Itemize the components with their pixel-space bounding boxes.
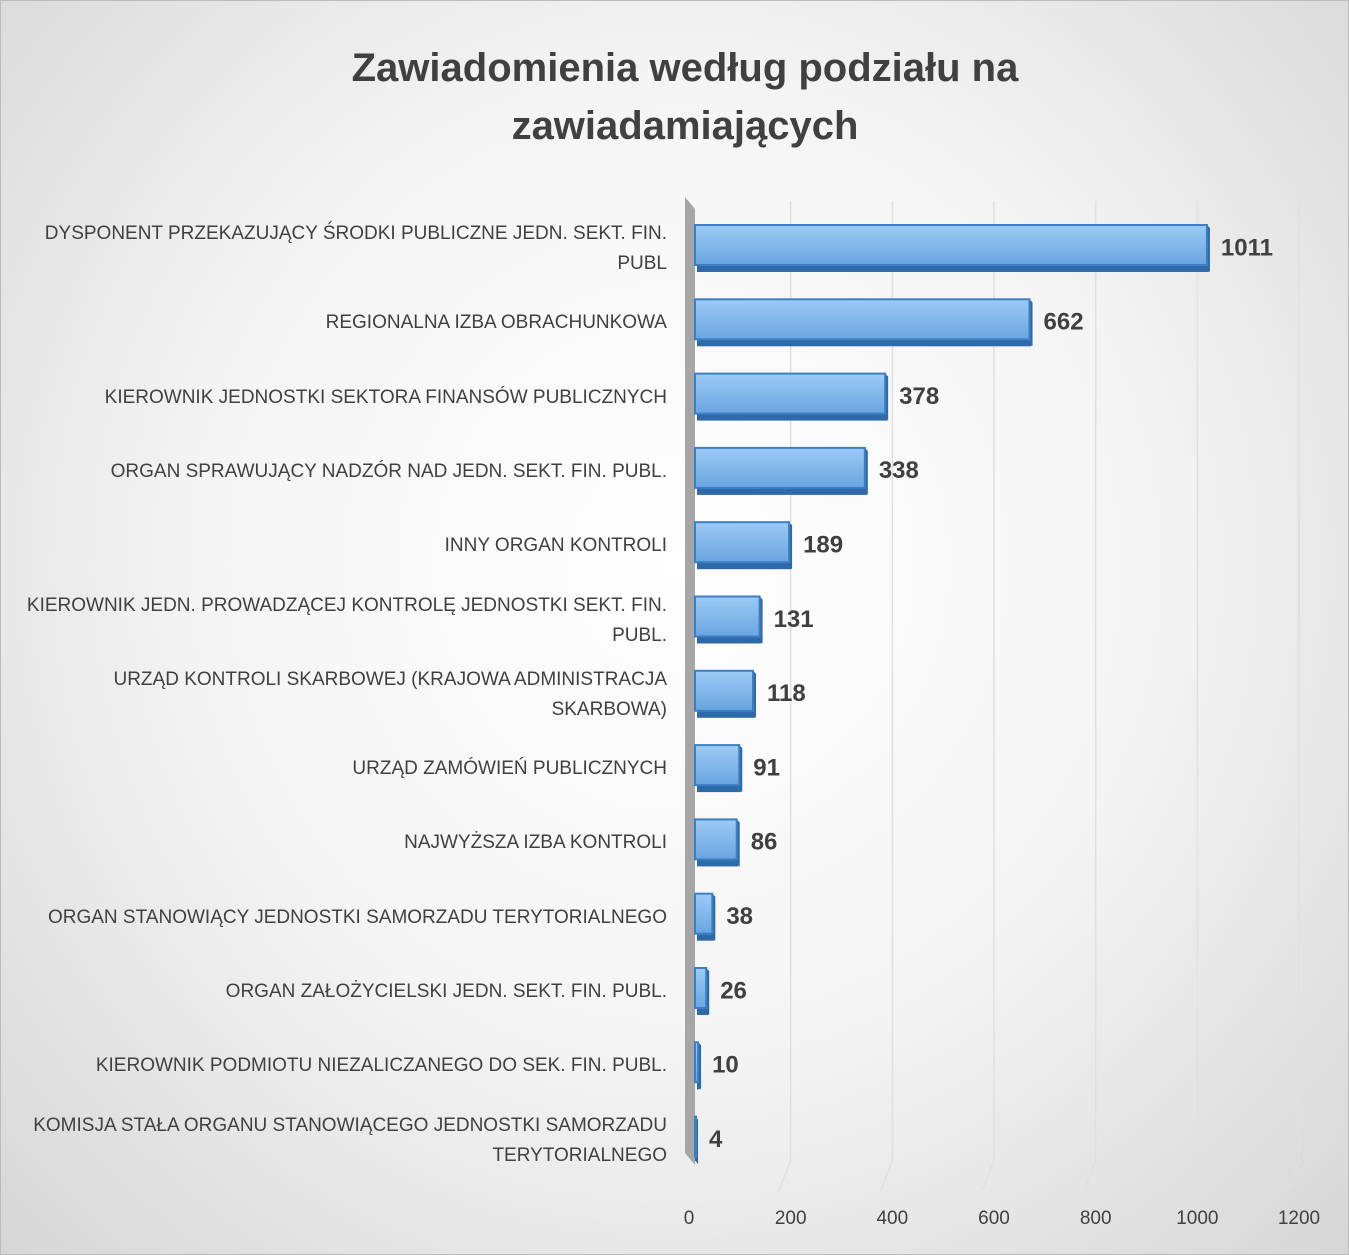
y-tick-label: KOMISJA STAŁA ORGANU STANOWIĄCEGO JEDNOS… [33, 1114, 667, 1166]
bar [694, 521, 791, 564]
x-tick-label: 1000 [1176, 1208, 1218, 1229]
bar-bottom [697, 487, 867, 495]
value-label: 189 [803, 532, 843, 559]
bar [694, 446, 866, 489]
value-label: 131 [774, 606, 814, 633]
y-tick-label: KIEROWNIK JEDNOSTKI SEKTORA FINANSÓW PUB… [104, 386, 667, 408]
bar [694, 892, 714, 935]
y-tick-label: ORGAN ZAŁOŻYCIELSKI JEDN. SEKT. FIN. PUB… [225, 981, 667, 1002]
bar [694, 1041, 700, 1084]
y-tick-label: INNY ORGAN KONTROLI [444, 535, 667, 557]
axis-wall [685, 197, 695, 1165]
bar [694, 595, 761, 638]
bar [694, 818, 738, 861]
grid-line [879, 201, 894, 1192]
bar [694, 1115, 697, 1158]
bar-bottom [697, 933, 715, 941]
grid-line [1184, 201, 1199, 1192]
y-tick-label: KIEROWNIK PODMIOTU NIEZALICZANEGO DO SEK… [95, 1055, 667, 1077]
chart-title: Zawiadomienia według podziału na zawiada… [351, 46, 1019, 148]
y-tick-label: NAJWYŻSZA IZBA KONTROLI [404, 832, 667, 854]
bar-bottom [697, 1082, 701, 1090]
bar-bottom [697, 339, 1032, 347]
bar-bottom [697, 636, 762, 644]
y-tick-label: URZĄD ZAMÓWIEŃ PUBLICZNYCH [352, 758, 667, 780]
bar [694, 669, 754, 712]
value-label: 378 [899, 383, 939, 410]
value-label: 86 [751, 829, 778, 856]
bar [694, 372, 887, 415]
bar-bottom [697, 1008, 709, 1015]
bar [694, 298, 1031, 341]
bar [694, 967, 708, 1009]
bar-bottom [697, 562, 792, 570]
x-tick-label: 800 [1080, 1208, 1112, 1229]
x-tick-label: 400 [876, 1208, 908, 1229]
value-label: 91 [753, 754, 780, 781]
value-label: 662 [1044, 309, 1084, 336]
bar-bottom [697, 1156, 698, 1164]
x-tick-label: 600 [978, 1208, 1010, 1229]
y-tick-label: DYSPONENT PRZEKAZUJĄCY ŚRODKI PUBLICZNE … [44, 223, 667, 274]
bar-bottom [697, 785, 742, 793]
y-tick-label: REGIONALNA IZBA OBRACHUNKOWA [325, 312, 667, 334]
value-label: 4 [709, 1126, 723, 1153]
x-tick-label: 200 [775, 1208, 807, 1229]
bar-bottom [697, 413, 888, 421]
y-tick-label: ORGAN STANOWIĄCY JEDNOSTKI SAMORZADU TER… [47, 906, 667, 928]
value-label: 338 [879, 457, 919, 484]
x-tick-label: 1200 [1278, 1208, 1320, 1229]
grid-line [1082, 201, 1097, 1192]
bar-bottom [697, 710, 755, 718]
y-tick-label: URZĄD KONTROLI SKARBOWEJ (KRAJOWA ADMINI… [113, 668, 667, 720]
bar [694, 744, 741, 787]
grid-line [777, 201, 792, 1192]
bar-bottom [697, 265, 1209, 272]
bar-bottom [697, 859, 739, 867]
bar [694, 224, 1208, 266]
x-tick-label: 0 [684, 1208, 695, 1229]
value-label: 26 [720, 977, 747, 1004]
value-label: 38 [726, 903, 753, 930]
grid-line [981, 201, 995, 1192]
y-tick-label: ORGAN SPRAWUJĄCY NADZÓR NAD JEDN. SEKT. … [110, 460, 667, 482]
y-tick-label: KIEROWNIK JEDN. PROWADZĄCEJ KONTROLĘ JED… [26, 594, 667, 646]
value-label: 1011 [1221, 234, 1273, 261]
value-label: 10 [712, 1052, 739, 1079]
grid-line [1286, 201, 1300, 1192]
value-label: 118 [767, 680, 806, 707]
